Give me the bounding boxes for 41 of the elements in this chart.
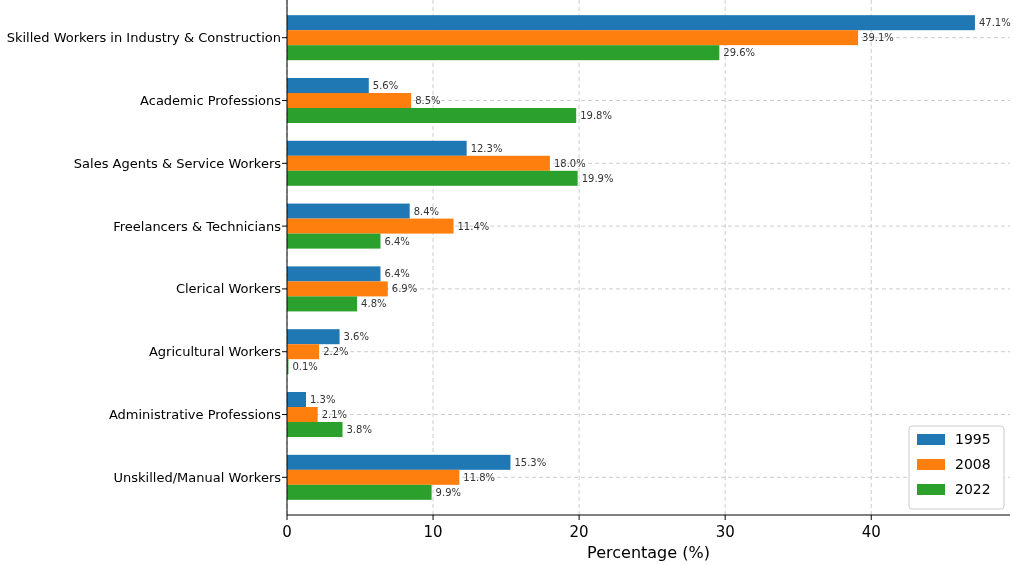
data-label: 47.1% [978,17,1011,29]
y-tick-label: Freelancers & Technicians [113,218,282,234]
y-tick-label: Unskilled/Manual Workers [113,469,282,485]
data-label: 11.8% [463,471,496,483]
data-label: 3.8% [346,424,372,436]
y-tick-label: Sales Agents & Service Workers [73,155,282,171]
data-label: 15.3% [514,456,547,468]
data-label: 5.6% [372,79,399,91]
data-label: 39.1% [862,32,894,44]
x-tick-label: 0 [282,523,292,541]
data-label: 8.4% [413,205,440,217]
y-tick-label: Agricultural Workers [148,344,282,360]
data-label: 4.8% [361,298,387,310]
x-axis-title: Percentage (%) [587,543,710,562]
y-tick-label: Administrative Professions [108,407,282,423]
y-tick-label: Skilled Workers in Industry & Construction [6,30,281,46]
data-label: 19.8% [580,109,612,121]
data-label: 9.9% [435,486,462,498]
legend-label: 1995 [955,431,991,447]
data-label: 2.1% [321,409,348,421]
data-label: 8.5% [415,94,441,106]
data-label: 6.4% [384,268,410,280]
x-tick-label: 10 [423,523,443,541]
x-tick-label: 40 [861,523,881,541]
data-label: 2.2% [323,346,349,358]
data-label: 6.9% [391,283,418,295]
x-tick-label: 20 [569,523,589,541]
data-label: 12.3% [470,142,503,154]
data-label: 0.1% [292,361,318,373]
data-label: 18.0% [553,157,586,169]
y-tick-label: Academic Professions [140,92,282,108]
legend-label: 2008 [955,456,991,472]
y-tick-label: Clerical Workers [175,281,282,297]
data-label: 3.6% [343,331,369,343]
data-label: 19.9% [581,172,614,184]
data-label: 1.3% [309,394,336,406]
data-label: 29.6% [723,47,756,59]
data-label: 6.4% [384,235,410,247]
x-tick-label: 30 [715,523,735,541]
legend-label: 2022 [955,481,991,497]
data-label: 11.4% [457,220,490,232]
